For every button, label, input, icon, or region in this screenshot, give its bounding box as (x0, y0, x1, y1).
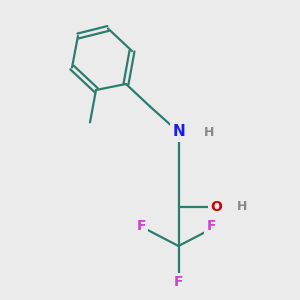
Text: N: N (172, 124, 185, 140)
Text: F: F (174, 275, 183, 289)
Text: H: H (237, 200, 247, 214)
Text: F: F (136, 220, 146, 233)
Text: O: O (210, 200, 222, 214)
Text: F: F (206, 220, 216, 233)
Text: H: H (204, 125, 214, 139)
